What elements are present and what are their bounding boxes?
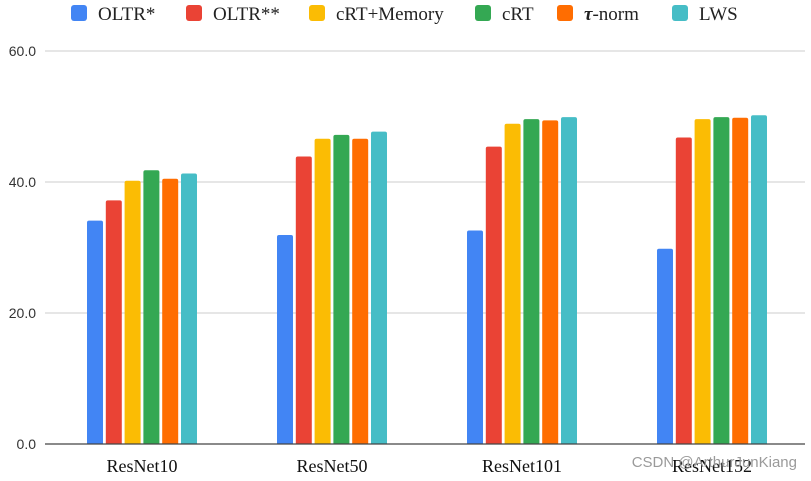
legend-item: cRT: [475, 4, 534, 25]
legend-swatch: [672, 5, 688, 21]
bar-resnet101-3: [504, 123, 521, 444]
legend-label: OLTR*: [98, 4, 155, 25]
bar-resnet101-4: [523, 119, 540, 445]
bar-resnet50-3: [314, 138, 331, 444]
bars: [87, 115, 767, 445]
x-axis-categories: ResNet10 ResNet50 ResNet101 ResNet152: [107, 456, 753, 476]
bar-resnet152-3: [694, 119, 711, 445]
x-category-label: ResNet50: [297, 456, 368, 476]
bar-resnet10-4: [143, 170, 160, 444]
bar-resnet152-4: [713, 117, 730, 444]
legend-swatch: [309, 5, 325, 21]
y-tick-label: 40.0: [9, 174, 36, 190]
legend-item: τ-norm: [557, 4, 639, 25]
legend-item: OLTR**: [186, 4, 280, 25]
bar-resnet101-1: [467, 230, 483, 444]
y-tick-label: 20.0: [9, 305, 36, 321]
legend-swatch: [71, 5, 87, 21]
legend-swatch: [475, 5, 491, 21]
bar-resnet152-1: [657, 248, 673, 444]
legend-item: OLTR*: [71, 4, 155, 25]
bar-resnet10-1: [87, 220, 103, 444]
x-category-label: ResNet101: [482, 456, 562, 476]
y-axis-ticks: 0.0 20.0 40.0 60.0: [9, 43, 36, 452]
bar-resnet10-5: [162, 178, 179, 444]
y-tick-label: 0.0: [17, 436, 37, 452]
legend-label: cRT: [502, 4, 534, 25]
bar-resnet101-5: [542, 120, 559, 445]
x-category-label: ResNet10: [107, 456, 178, 476]
bar-resnet50-1: [277, 235, 293, 444]
bar-resnet101-6: [561, 117, 577, 444]
watermark-text: CSDN @ArthurJunKiang: [632, 454, 797, 471]
legend: OLTR* OLTR** cRT+Memory cRT τ-norm LWS: [71, 4, 738, 25]
bar-resnet101-2: [485, 146, 502, 444]
legend-swatch: [186, 5, 202, 21]
legend-swatch: [557, 5, 573, 21]
bar-resnet152-5: [732, 117, 749, 444]
legend-label: OLTR**: [213, 4, 280, 25]
bar-resnet50-5: [352, 138, 369, 444]
legend-label: τ-norm: [584, 4, 639, 25]
bar-resnet10-6: [181, 173, 197, 445]
bar-resnet50-2: [295, 156, 312, 444]
legend-item: cRT+Memory: [309, 4, 444, 25]
legend-label: cRT+Memory: [336, 4, 444, 25]
bar-resnet10-3: [124, 180, 141, 444]
bar-resnet10-2: [105, 200, 122, 444]
bar-resnet152-2: [675, 137, 692, 444]
bar-resnet50-6: [371, 131, 387, 444]
legend-item: LWS: [672, 4, 738, 25]
bar-resnet50-4: [333, 134, 350, 444]
x-category-label: ResNet152: [672, 456, 752, 476]
y-tick-label: 60.0: [9, 43, 36, 59]
bar-resnet152-6: [751, 115, 767, 444]
legend-label: LWS: [699, 4, 738, 25]
